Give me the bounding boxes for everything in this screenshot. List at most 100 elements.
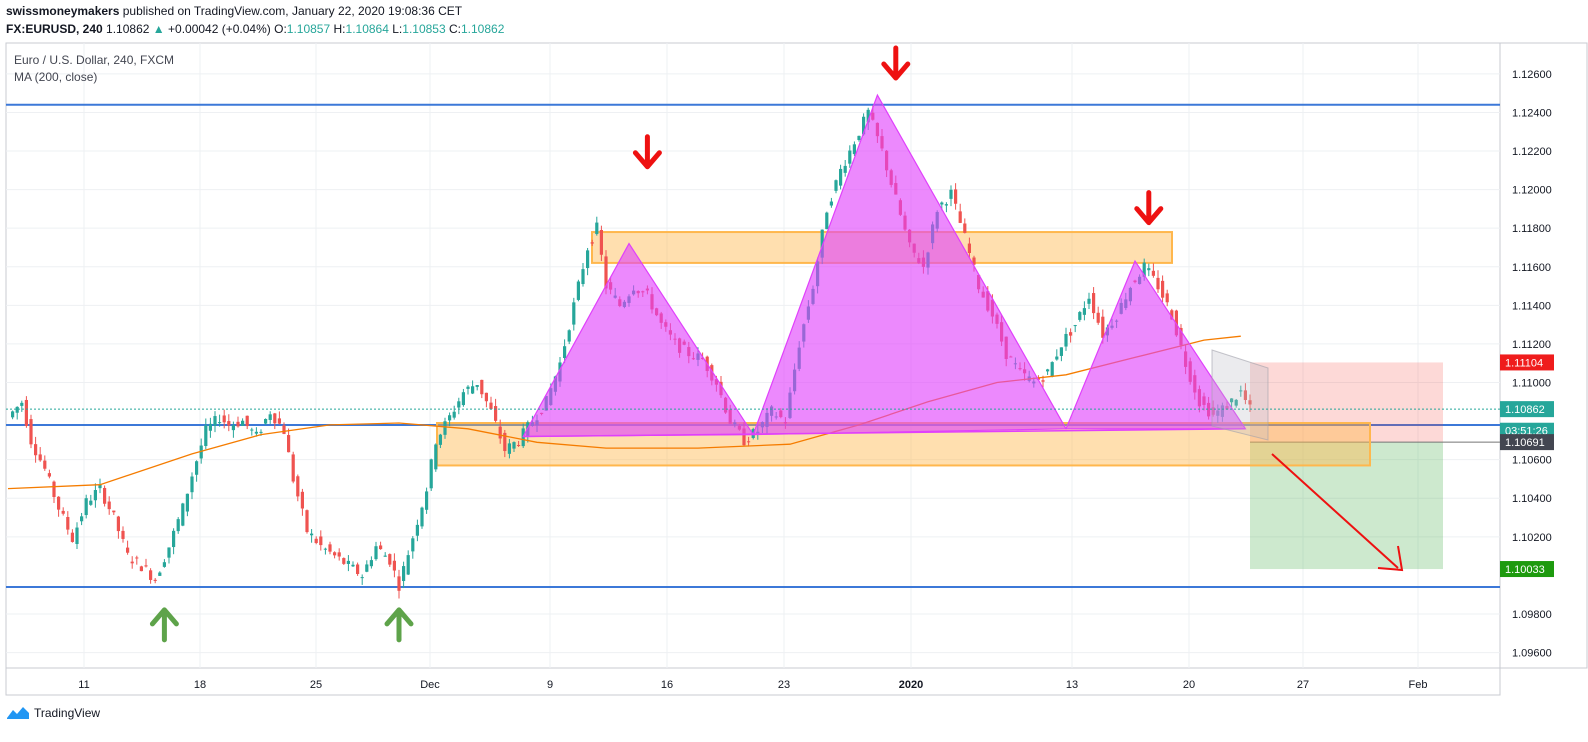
candle-body [1234,399,1238,406]
ma-200-line [7,335,1241,490]
candle-body [305,510,309,533]
candle-body [20,402,24,406]
candle-body [47,473,51,477]
candle-body [291,454,295,482]
candle-body [434,444,438,470]
candle-body [448,415,452,421]
candle-body [121,530,125,539]
price-label: 1.10691 [1505,437,1545,449]
x-tick-label: 20 [1183,679,1195,691]
candle-body [484,392,488,402]
candle-body [93,490,97,501]
published-text: published on TradingView.com, January 22… [122,4,463,18]
tradingview-footer[interactable]: TradingView [6,706,100,720]
candle-body [70,532,74,542]
x-tick-label: 23 [778,679,790,691]
candle-body [287,435,291,453]
candle-body [581,269,585,285]
candle-body [471,386,475,394]
candle-body [84,498,88,516]
candle-body [116,516,120,532]
x-tick-label: Dec [420,679,440,691]
candle-body [11,411,15,418]
y-tick-label: 1.12200 [1512,146,1552,158]
y-tick-label: 1.11600 [1512,262,1551,274]
candle-body [277,418,281,424]
candle-body [415,524,419,536]
candle-body [153,579,157,581]
candle-body [227,421,231,426]
candle-body [319,536,323,546]
candle-body [1050,362,1054,377]
candle-body [52,481,56,497]
y-tick-label: 1.10200 [1512,532,1552,544]
candle-body [323,548,327,550]
price-label-bg [1500,561,1554,578]
candle-body [213,416,217,426]
candle-body [1046,369,1050,372]
candle-body [107,501,111,510]
candle-body [1101,316,1105,338]
x-tick-label: 9 [547,679,553,691]
y-tick-label: 1.10400 [1512,493,1552,505]
candle-body [135,557,139,559]
candle-body [521,428,525,447]
candle-body [466,386,470,389]
candle-body [369,560,373,567]
candle-body [457,401,461,408]
candle-body [245,415,249,427]
up-arrow-icon [384,607,414,643]
candle-body [954,189,958,204]
candle-body [356,564,360,574]
candle-body [498,426,502,439]
legend-indicator[interactable]: MA (200, close) [14,70,98,84]
candle-body [218,422,222,424]
candle-body [379,545,383,550]
stop-loss-zone [1250,362,1443,443]
candle-body [1151,270,1155,276]
candle-body [480,379,484,395]
price-change: +0.00042 (+0.04%) [168,22,271,36]
x-tick-label: 13 [1066,679,1078,691]
candle-body [176,519,180,532]
target-arrow-line [1271,453,1399,569]
candle-body [940,202,944,205]
up-triangle-icon: ▲ [152,22,165,36]
candle-body [112,510,116,513]
candle-body [250,429,254,431]
target-arrow-head [1377,545,1404,572]
price-label: 1.10862 [1505,404,1545,416]
open-label: O: [274,22,287,36]
candle-body [222,415,226,423]
candle-body [144,565,148,567]
down-arrow-icon [881,45,911,81]
y-tick-label: 1.12400 [1512,107,1552,119]
candle-body [34,444,38,456]
x-tick-label: 2020 [899,679,923,691]
y-tick-label: 1.09600 [1512,648,1552,660]
candle-body [310,533,314,536]
y-tick-label: 1.12600 [1512,69,1552,81]
y-tick-label: 1.11800 [1512,223,1551,235]
price-label-bg [1500,401,1554,418]
candle-body [241,420,245,426]
candle-body [586,250,590,269]
y-tick-label: 1.11400 [1512,300,1551,312]
candle-body [397,576,401,591]
candle-body [98,484,102,489]
open-value: 1.10857 [286,22,331,36]
candle-body [829,201,833,206]
candle-body [126,547,130,553]
candle-body [820,229,824,258]
candle-body [503,432,507,452]
candle-body [346,560,350,564]
candle-body [489,402,493,410]
candle-body [236,421,240,427]
footer-brand: TradingView [34,706,101,720]
candle-body [747,441,751,443]
author-name[interactable]: swissmoneymakers [6,4,120,18]
candle-body [1073,325,1077,327]
low-label: L: [392,22,403,36]
candle-body [268,414,272,420]
